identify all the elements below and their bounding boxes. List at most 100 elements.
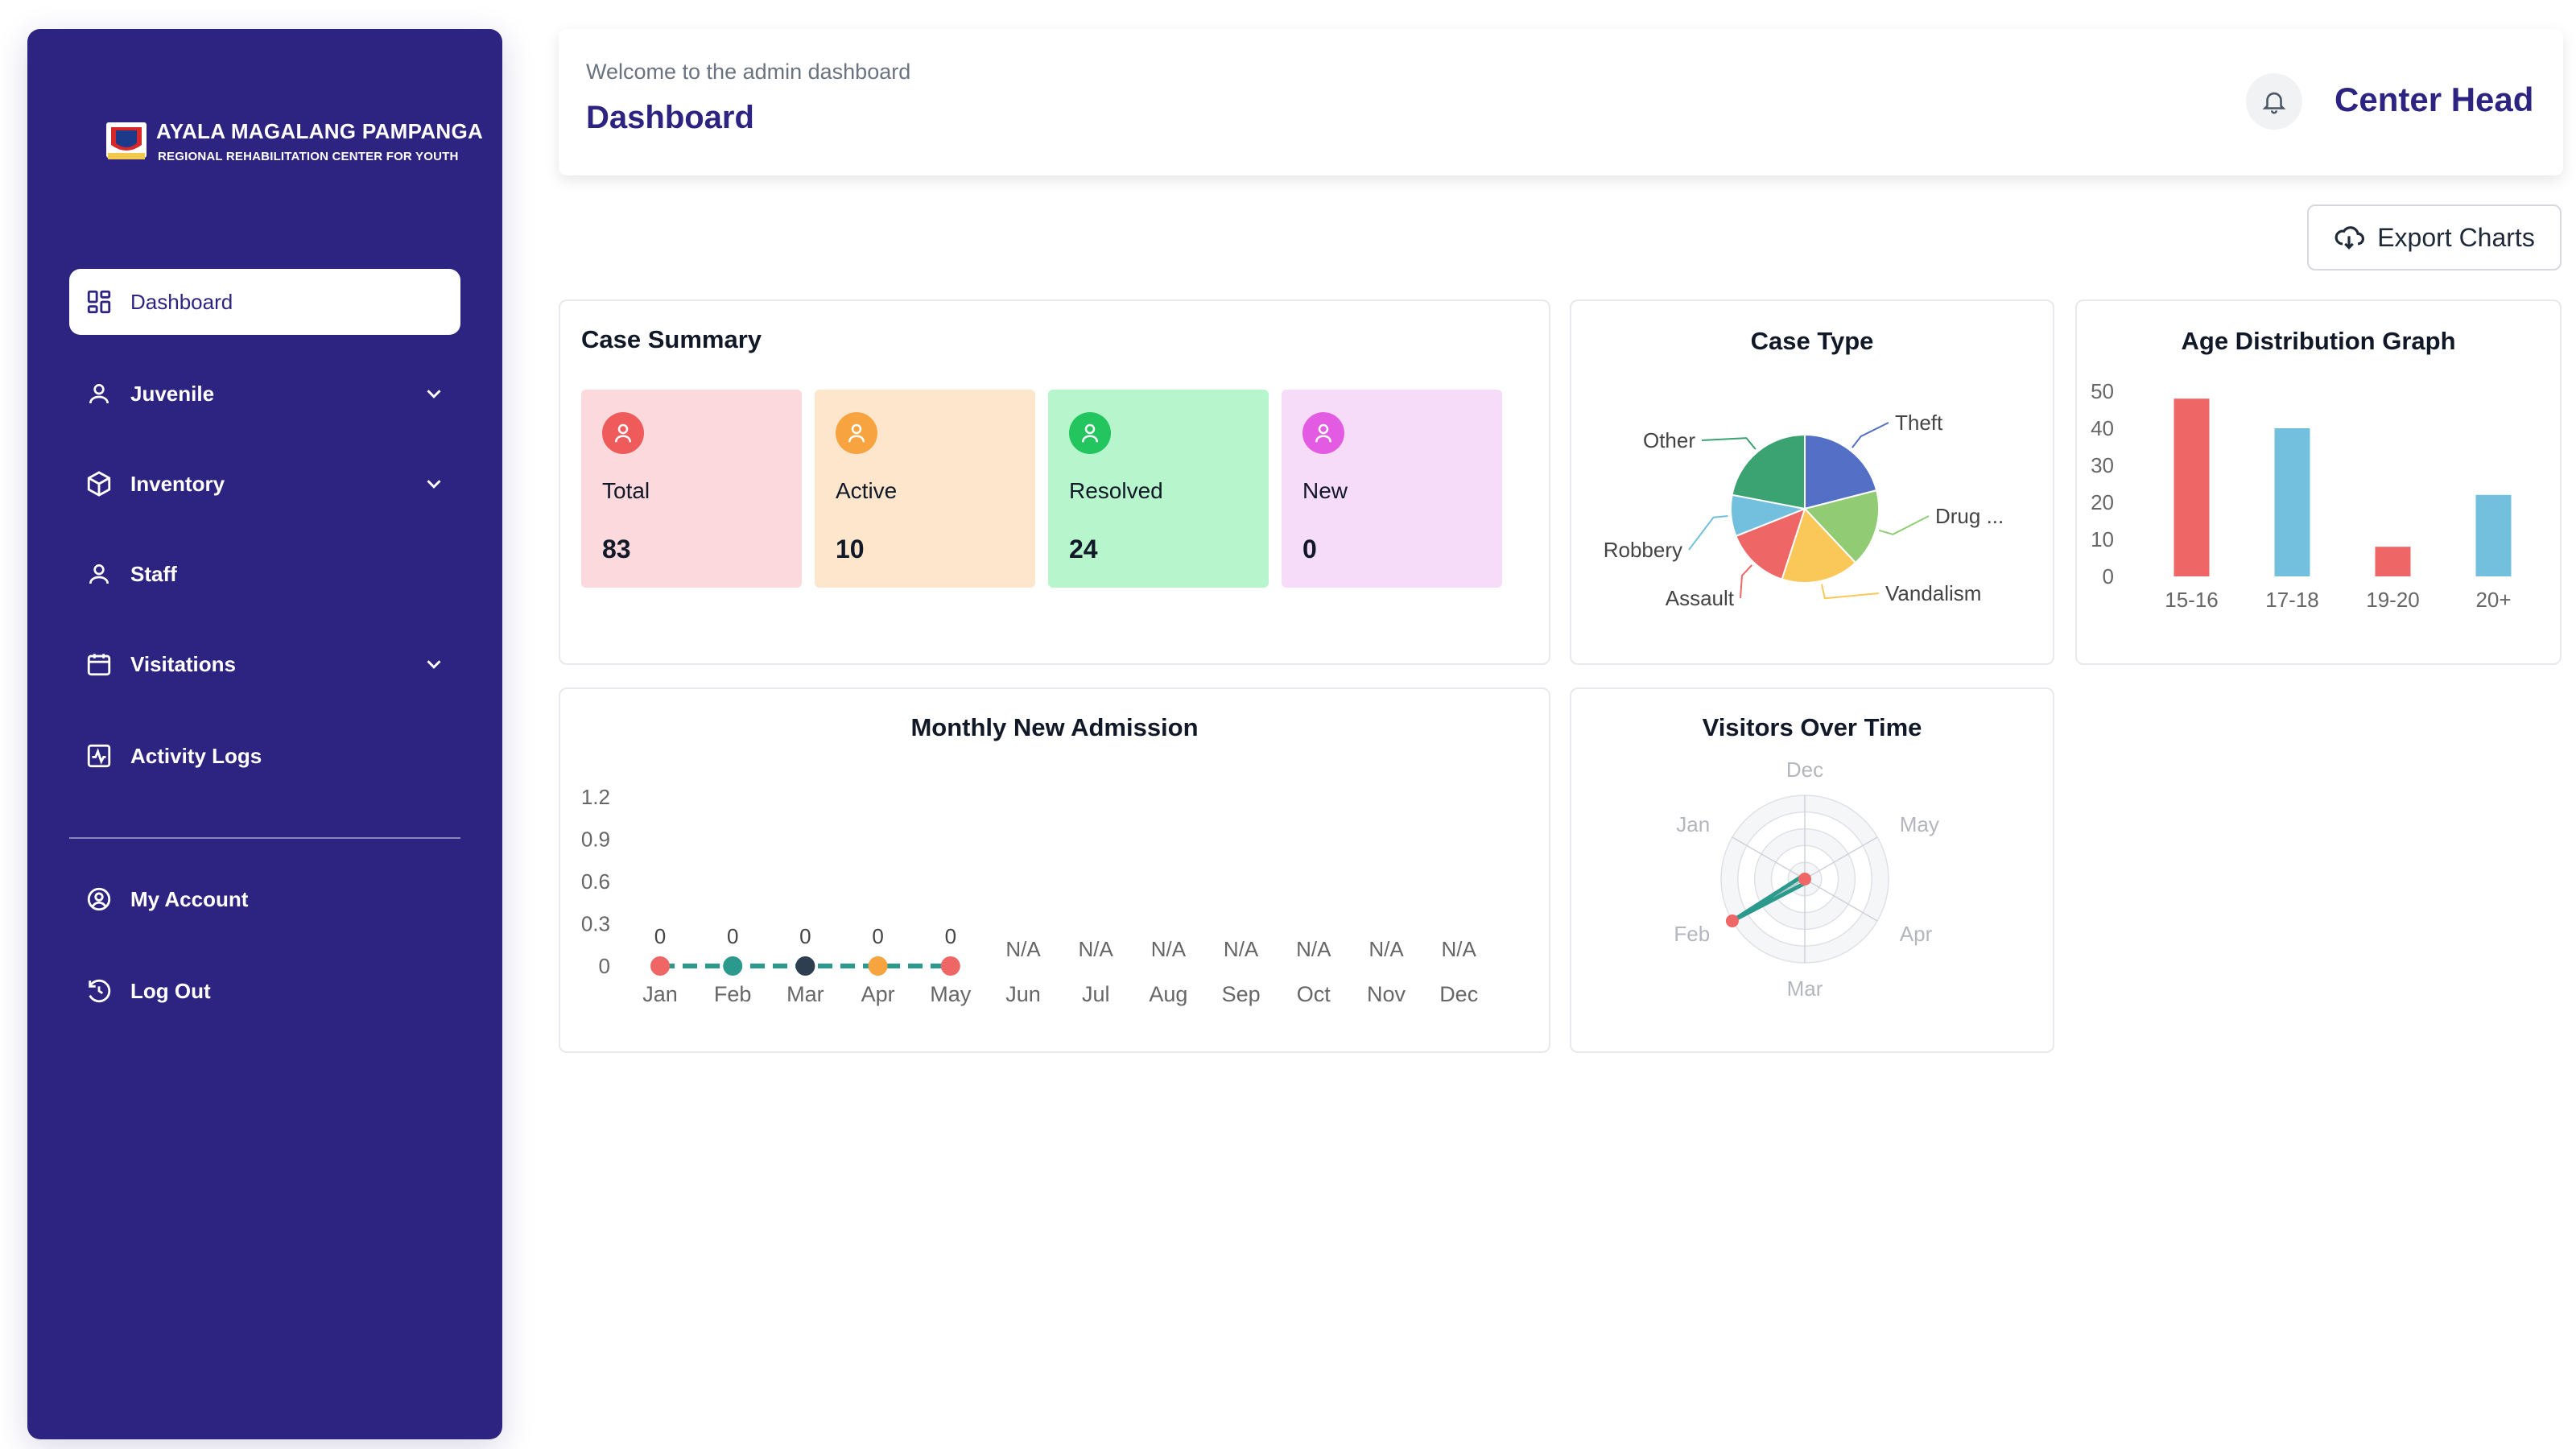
sidebar-item-my-account[interactable]: My Account [69,866,460,932]
x-tick-label: 15-16 [2165,588,2219,612]
data-point [940,956,960,976]
age-distribution-bar-chart: 0 10 20 30 40 50 15-16 17-18 19-20 20+ [2091,379,2512,612]
data-label: N/A [1079,937,1114,961]
x-tick-label: Dec [1439,982,1478,1006]
data-label: 0 [872,924,883,948]
account-circle-icon [84,884,114,914]
data-label: N/A [1442,937,1477,961]
bell-icon [2262,92,2286,114]
export-charts-button[interactable]: Export Charts [2307,204,2562,270]
visitors-over-time-card: Visitors Over Time Dec May Apr Mar Feb Jan [1570,687,2054,1053]
pie-label: Vandalism [1885,581,1981,605]
data-label: N/A [1151,937,1187,961]
user-icon [836,412,877,454]
x-tick-label: Sep [1222,982,1261,1006]
pie-slice [1803,489,1880,564]
x-tick-label: May [930,982,972,1006]
stat-label: New [1302,478,1348,503]
pie-label: Robbery [1604,538,1682,562]
data-point [868,956,888,976]
y-tick-label: 30 [2091,453,2114,477]
y-tick-label: 0.6 [581,869,610,894]
y-tick-label: 0 [2103,564,2114,588]
data-point [723,956,743,976]
data-label: N/A [1296,937,1331,961]
sidebar-item-label: Staff [130,561,177,586]
x-tick-label: Apr [861,982,895,1006]
sidebar-item-label: Log Out [130,978,211,1003]
welcome-text: Welcome to the admin dashboard [586,60,911,84]
shield-logo-icon [106,122,147,159]
box-icon [84,469,114,499]
stat-card-resolved[interactable]: Resolved 24 [1048,390,1269,588]
data-label: 0 [945,924,956,948]
pie-label: Other [1643,428,1695,452]
export-charts-label: Export Charts [2377,222,2535,252]
sidebar-item-activity-logs[interactable]: Activity Logs [69,723,460,789]
case-summary-title: Case Summary [581,325,762,353]
pie-slice [1731,433,1806,510]
stat-value: 24 [1069,535,1098,564]
x-tick-label: Jul [1082,982,1110,1006]
pie-leader-line [1688,515,1728,551]
sidebar-item-label: My Account [130,886,249,911]
sidebar-item-log-out[interactable]: Log Out [69,958,460,1024]
notification-button[interactable] [2246,73,2302,130]
x-tick-label: Mar [786,982,824,1006]
top-header: Welcome to the admin dashboard Dashboard… [559,29,2563,175]
sidebar-item-juvenile[interactable]: Juvenile [69,361,460,427]
brand-subtitle: REGIONAL REHABILITATION CENTER FOR YOUTH [158,150,459,163]
sidebar-item-inventory[interactable]: Inventory [69,451,460,517]
bar [2174,398,2210,576]
radar-indicator-label: Feb [1674,922,1710,946]
monthly-admission-title: Monthly New Admission [910,713,1199,741]
x-tick-label: Oct [1297,982,1331,1006]
y-tick-label: 0.3 [581,912,610,936]
data-label: 0 [727,924,738,948]
case-summary-card: Case Summary Total 83 Active 10 Resolved 24 Ne… [559,299,1550,665]
y-tick-label: 20 [2091,490,2114,514]
brand: AYALA MAGALANG PAMPANGA REGIONAL REHABIL… [76,90,483,171]
bar [2475,494,2512,576]
y-tick-label: 0 [599,954,610,978]
page-title: Dashboard [586,100,754,135]
x-tick-label: Aug [1149,982,1187,1006]
radar-center-point [1798,873,1811,886]
x-tick-label: 19-20 [2366,588,2420,612]
x-tick-label: 20+ [2475,588,2511,612]
radar-point [1725,914,1739,927]
y-tick-label: 10 [2091,527,2114,551]
bar [2274,428,2310,576]
user-icon [84,378,114,409]
sidebar-item-label: Activity Logs [130,743,262,768]
x-tick-label: Feb [714,982,752,1006]
pie-label: Theft [1895,411,1943,435]
sidebar-item-visitations[interactable]: Visitations [69,631,460,697]
pie-leader-line [1820,584,1880,600]
chevron-down-icon [427,390,441,398]
radar-indicator-label: May [1900,812,1939,836]
stat-card-active[interactable]: Active 10 [815,390,1035,588]
brand-name: AYALA MAGALANG PAMPANGA [156,119,484,143]
pie-label: Assault [1666,586,1735,610]
sidebar-item-dashboard[interactable]: Dashboard [69,269,460,335]
stat-card-total[interactable]: Total 83 [581,390,802,588]
radar-indicator-label: Jan [1676,812,1710,836]
y-tick-label: 50 [2091,379,2114,403]
radar-indicator-label: Dec [1786,758,1823,782]
x-tick-label: Nov [1367,982,1406,1006]
sidebar-item-label: Juvenile [130,381,215,406]
data-label: 0 [799,924,811,948]
y-tick-label: 40 [2091,416,2114,440]
sidebar-item-label: Dashboard [130,289,233,314]
sidebar-item-staff[interactable]: Staff [69,541,460,607]
stat-label: Active [836,478,898,503]
user-role[interactable]: Center Head [2334,80,2534,118]
sidebar-item-label: Inventory [130,471,225,496]
stat-value: 10 [836,535,865,564]
visitors-radar-chart: Dec May Apr Mar Feb Jan [1674,758,1939,1001]
stat-card-new[interactable]: New 0 [1282,390,1502,588]
pie-slice [1735,507,1806,580]
case-type-card: Case Type Theft Drug ... Vandalism Assault R… [1570,299,2054,665]
pie-slice [1781,507,1857,584]
